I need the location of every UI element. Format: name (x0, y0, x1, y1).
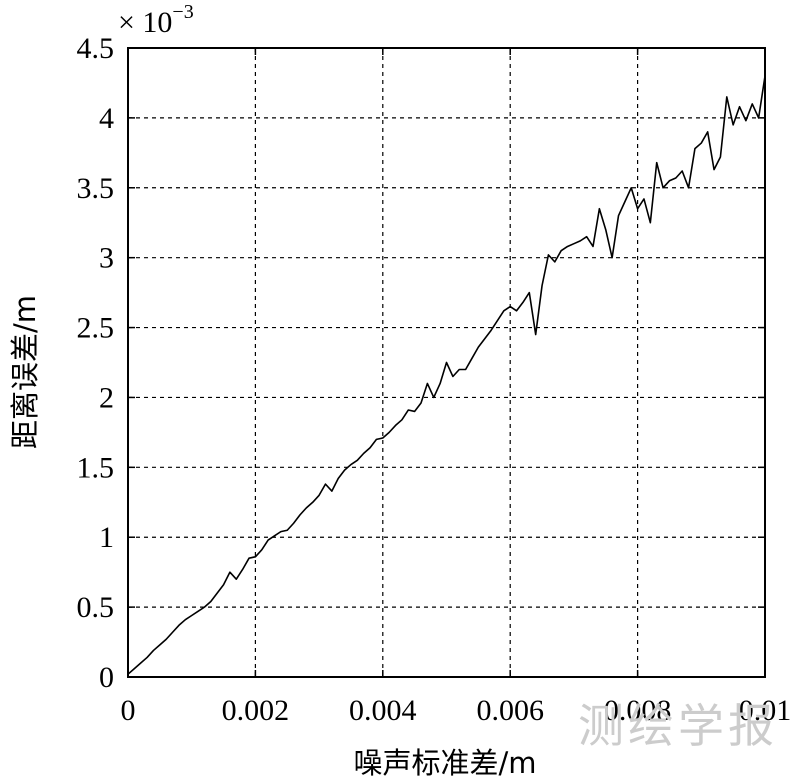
grid-lines (128, 48, 765, 677)
y-tick-label: 0.5 (77, 591, 115, 624)
y-tick-label: 0 (99, 661, 114, 694)
x-tick-label: 0.002 (222, 694, 290, 727)
watermark: 测绘学报 (578, 699, 778, 753)
x-tick-label: 0.01 (739, 694, 792, 727)
y-tick-label: 3 (99, 242, 114, 275)
y-tick-label: 4.5 (77, 32, 115, 65)
x-tick-label: 0.008 (604, 694, 672, 727)
x-tick-label: 0 (121, 694, 136, 727)
y-tick-label: 3.5 (77, 172, 115, 205)
y-tick-labels: 0 0.5 1 1.5 2 2.5 3 3.5 4 4.5 (77, 32, 115, 694)
y-multiplier: × 10−3 (118, 1, 194, 39)
series-line (127, 75, 766, 675)
y-axis-label: 距离误差/m (8, 295, 42, 449)
plot-frame (127, 47, 766, 678)
y-tick-label: 2.5 (77, 312, 115, 345)
axes (127, 47, 766, 678)
y-tick-label: 1 (99, 521, 114, 554)
x-tick-label: 0.004 (349, 694, 417, 727)
data-series (127, 75, 766, 675)
x-tick-label: 0.006 (476, 694, 544, 727)
y-tick-label: 4 (99, 102, 114, 135)
y-tick-label: 1.5 (77, 451, 115, 484)
x-axis-label: 噪声标准差/m (353, 746, 536, 780)
x-tick-labels: 0 0.002 0.004 0.006 0.008 0.01 (121, 694, 792, 727)
y-tick-label: 2 (99, 381, 114, 414)
